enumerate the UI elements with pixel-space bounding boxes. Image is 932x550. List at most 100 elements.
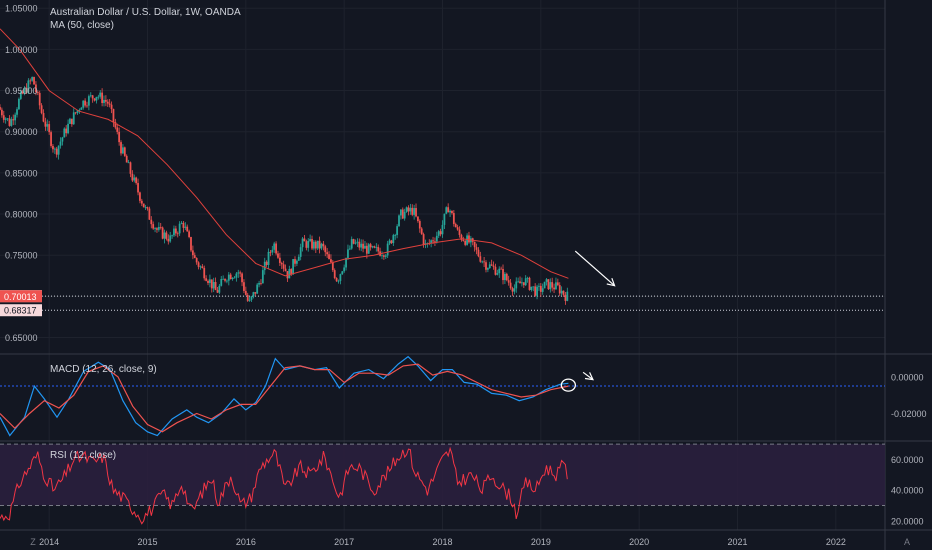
- candle-body: [33, 77, 35, 85]
- price-tick-label: 0.75000: [5, 251, 38, 261]
- candle-body: [284, 268, 287, 272]
- time-tick-label: 2022: [826, 537, 846, 547]
- candle-body: [324, 246, 327, 253]
- candle-body: [216, 290, 219, 293]
- candle-body: [214, 281, 217, 291]
- candle-body: [157, 226, 160, 230]
- candle-body: [415, 208, 417, 217]
- candle-body: [280, 262, 283, 265]
- candle-body: [365, 245, 368, 254]
- candle-body: [8, 118, 11, 126]
- candle-body: [263, 261, 266, 271]
- candle-body: [462, 239, 465, 241]
- candle-body: [377, 247, 380, 252]
- candle-body: [246, 294, 249, 301]
- candle-body: [222, 278, 225, 280]
- candle-body: [210, 279, 213, 289]
- candle-body: [44, 121, 47, 127]
- trend-arrow-annotation[interactable]: [574, 250, 615, 287]
- candle-body: [481, 261, 484, 263]
- circle-annotation[interactable]: [560, 378, 577, 392]
- candle-body: [239, 272, 242, 274]
- candle-body: [156, 228, 158, 230]
- macd-arrow-annotation[interactable]: [582, 371, 594, 381]
- candle-body: [16, 109, 18, 115]
- candle-body: [348, 248, 351, 250]
- macd-signal-line: [0, 363, 569, 433]
- candle-body: [116, 127, 119, 132]
- candle-body: [314, 241, 317, 249]
- ma-legend[interactable]: MA (50, close): [50, 20, 114, 31]
- candle-body: [182, 222, 185, 228]
- candle-body: [38, 92, 41, 106]
- candle-body: [193, 255, 196, 259]
- candle-body: [350, 239, 353, 249]
- price-badge-label: 0.70013: [4, 292, 37, 302]
- candle-body: [42, 112, 45, 122]
- candle-body: [566, 291, 569, 301]
- candle-body: [354, 242, 357, 244]
- candle-body: [294, 259, 296, 264]
- candle-body: [209, 279, 211, 283]
- candle-body: [140, 200, 143, 204]
- candle-body: [256, 284, 259, 294]
- candle-body: [0, 109, 3, 116]
- candle-body: [53, 148, 56, 150]
- candle-body: [99, 92, 102, 97]
- candle-body: [464, 240, 467, 245]
- candle-body: [101, 92, 104, 104]
- candle-body: [382, 255, 385, 257]
- rsi-line: [0, 446, 568, 525]
- candle-body: [275, 243, 277, 254]
- time-tick-label: 2017: [334, 537, 354, 547]
- candle-body: [445, 207, 448, 214]
- candle-body: [14, 114, 17, 121]
- candle-body: [413, 208, 416, 215]
- candle-body: [309, 238, 312, 241]
- candle-body: [405, 207, 408, 212]
- candle-body: [356, 241, 359, 243]
- macd-tick-label: -0.02000: [891, 409, 927, 419]
- candle-body: [218, 285, 221, 293]
- macd-arrow-head: [584, 372, 594, 381]
- candle-body: [347, 249, 349, 258]
- candle-body: [227, 274, 230, 281]
- candle-body: [401, 209, 404, 219]
- candle-body: [564, 294, 567, 301]
- macd-panel[interactable]: [0, 355, 885, 437]
- rsi-panel[interactable]: [0, 443, 885, 525]
- candle-body: [299, 247, 302, 257]
- candle-body: [303, 238, 306, 242]
- candle-body: [458, 229, 461, 235]
- candle-body: [337, 280, 340, 282]
- candle-body: [477, 249, 480, 257]
- candle-body: [407, 207, 410, 212]
- candle-body: [454, 223, 457, 228]
- candle-body: [558, 285, 561, 294]
- candle-body: [21, 91, 24, 94]
- candle-body: [72, 112, 75, 125]
- rsi-legend[interactable]: RSI (12, close): [50, 450, 116, 461]
- candle-body: [543, 281, 546, 289]
- candle-body: [307, 240, 310, 248]
- macd-legend[interactable]: MACD (12, 26, close, 9): [50, 364, 157, 375]
- zoom-reset-button[interactable]: Z: [30, 537, 36, 547]
- candle-body: [154, 228, 156, 230]
- price-panel[interactable]: [0, 28, 885, 311]
- candle-body: [562, 290, 565, 295]
- candle-body: [386, 243, 389, 256]
- candle-body: [292, 259, 295, 275]
- candle-body: [269, 251, 272, 253]
- candle-body: [161, 227, 164, 239]
- time-tick-label: 2018: [432, 537, 452, 547]
- price-badge-background: [0, 290, 42, 303]
- candle-body: [534, 286, 537, 296]
- candle-body: [339, 274, 342, 281]
- candle-body: [229, 274, 232, 280]
- auto-scale-button[interactable]: A: [904, 537, 910, 547]
- candle-body: [84, 100, 86, 106]
- candle-body: [556, 282, 559, 286]
- candle-body: [74, 112, 77, 114]
